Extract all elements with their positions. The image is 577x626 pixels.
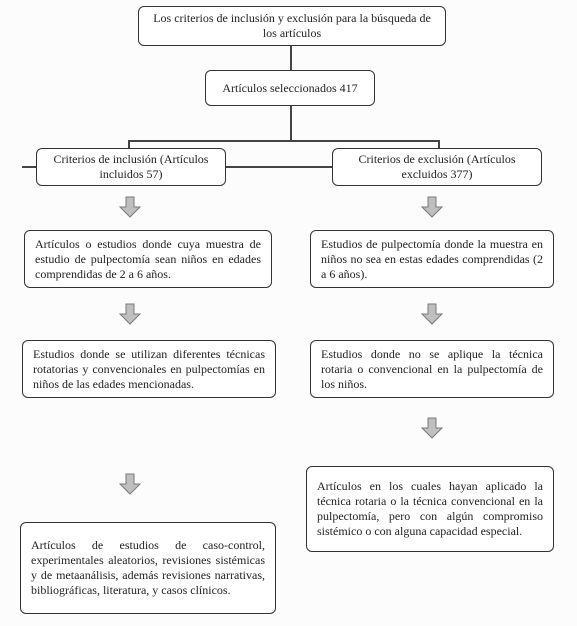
connector <box>226 166 332 168</box>
inclusion-item-2: Estudios donde se utilizan diferentes té… <box>22 340 276 398</box>
exclusion-item-2-text: Estudios donde no se aplique la técnica … <box>321 347 543 392</box>
connector <box>290 46 292 70</box>
title-text: Los criterios de inclusión y exclusión p… <box>149 11 435 41</box>
connector <box>128 140 130 148</box>
exclusion-header-box: Criterios de exclusión (Artículos exclui… <box>332 148 542 186</box>
connector <box>22 166 36 168</box>
exclusion-item-1: Estudios de pulpectomía donde la muestra… <box>310 230 554 288</box>
inclusion-item-1-text: Artículos o estudios donde cuya muestra … <box>35 237 261 282</box>
arrow-down-icon <box>118 195 142 219</box>
inclusion-header-text: Criterios de inclusión (Artículos inclui… <box>47 152 215 182</box>
inclusion-item-2-text: Estudios donde se utilizan diferentes té… <box>33 347 265 392</box>
title-box: Los criterios de inclusión y exclusión p… <box>138 6 446 46</box>
inclusion-item-3: Artículos de estudios de caso-control, e… <box>20 522 276 614</box>
inclusion-header-box: Criterios de inclusión (Artículos inclui… <box>36 148 226 186</box>
selected-box: Artículos seleccionados 417 <box>205 70 375 106</box>
arrow-down-icon <box>118 472 142 496</box>
exclusion-item-2: Estudios donde no se aplique la técnica … <box>310 340 554 398</box>
inclusion-item-3-text: Artículos de estudios de caso-control, e… <box>31 538 265 598</box>
arrow-down-icon <box>420 195 444 219</box>
exclusion-item-3-text: Artículos en los cuales hayan aplicado l… <box>317 479 543 539</box>
selected-text: Artículos seleccionados 417 <box>222 81 357 96</box>
arrow-down-icon <box>420 416 444 440</box>
exclusion-header-text: Criterios de exclusión (Artículos exclui… <box>343 152 531 182</box>
exclusion-item-3: Artículos en los cuales hayan aplicado l… <box>306 466 554 552</box>
inclusion-item-1: Artículos o estudios donde cuya muestra … <box>24 230 272 288</box>
arrow-down-icon <box>118 302 142 326</box>
exclusion-item-1-text: Estudios de pulpectomía donde la muestra… <box>321 237 543 282</box>
connector <box>128 140 438 142</box>
connector <box>290 106 292 140</box>
arrow-down-icon <box>420 302 444 326</box>
connector <box>438 140 440 148</box>
